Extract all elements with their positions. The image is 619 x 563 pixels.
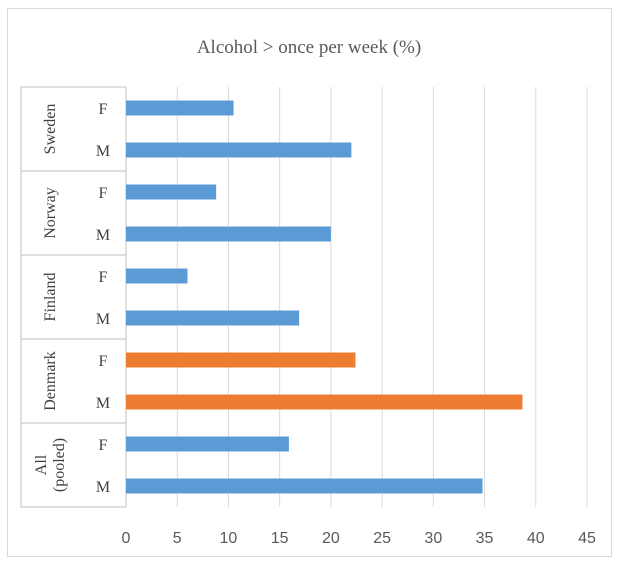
chart-title: Alcohol > once per week (%) <box>197 37 421 58</box>
x-tick-label: 10 <box>220 530 238 547</box>
bar <box>126 142 352 158</box>
country-label: All(pooled) <box>33 438 68 492</box>
sex-label: M <box>96 479 110 496</box>
bar <box>126 436 289 452</box>
bar <box>126 352 356 368</box>
sex-label: F <box>99 437 108 454</box>
x-tick-label: 25 <box>373 530 391 547</box>
sex-label: F <box>99 185 108 202</box>
bar <box>126 310 300 326</box>
bar <box>126 100 234 116</box>
bar <box>126 184 217 200</box>
sex-label: M <box>96 395 110 412</box>
sex-label: M <box>96 143 110 160</box>
sex-label: F <box>99 353 108 370</box>
x-tick-label: 15 <box>271 530 289 547</box>
country-label: Finland <box>42 273 59 322</box>
bar <box>126 226 331 242</box>
bar <box>126 394 523 410</box>
sex-label: F <box>99 269 108 286</box>
x-tick-label: 0 <box>122 530 131 547</box>
sex-label: F <box>99 101 108 118</box>
sex-label: M <box>96 311 110 328</box>
label-layer: Sweden F M Norway F M Finland F M Denmark F M All(po… <box>33 101 110 496</box>
country-label: Norway <box>42 187 59 239</box>
x-tick-label: 30 <box>424 530 442 547</box>
x-tick-label: 5 <box>173 530 182 547</box>
x-tick-label: 20 <box>322 530 340 547</box>
x-axis-ticks: 0 5 10 15 20 25 30 35 40 45 <box>122 530 596 547</box>
x-tick-label: 40 <box>527 530 545 547</box>
country-label: Denmark <box>42 351 59 411</box>
bar <box>126 268 188 284</box>
x-tick-label: 35 <box>476 530 494 547</box>
chart-border <box>7 8 612 557</box>
bar-layer <box>126 100 523 494</box>
country-label: Sweden <box>42 104 59 155</box>
sex-label: M <box>96 227 110 244</box>
x-tick-label: 45 <box>578 530 596 547</box>
bar <box>126 478 483 494</box>
